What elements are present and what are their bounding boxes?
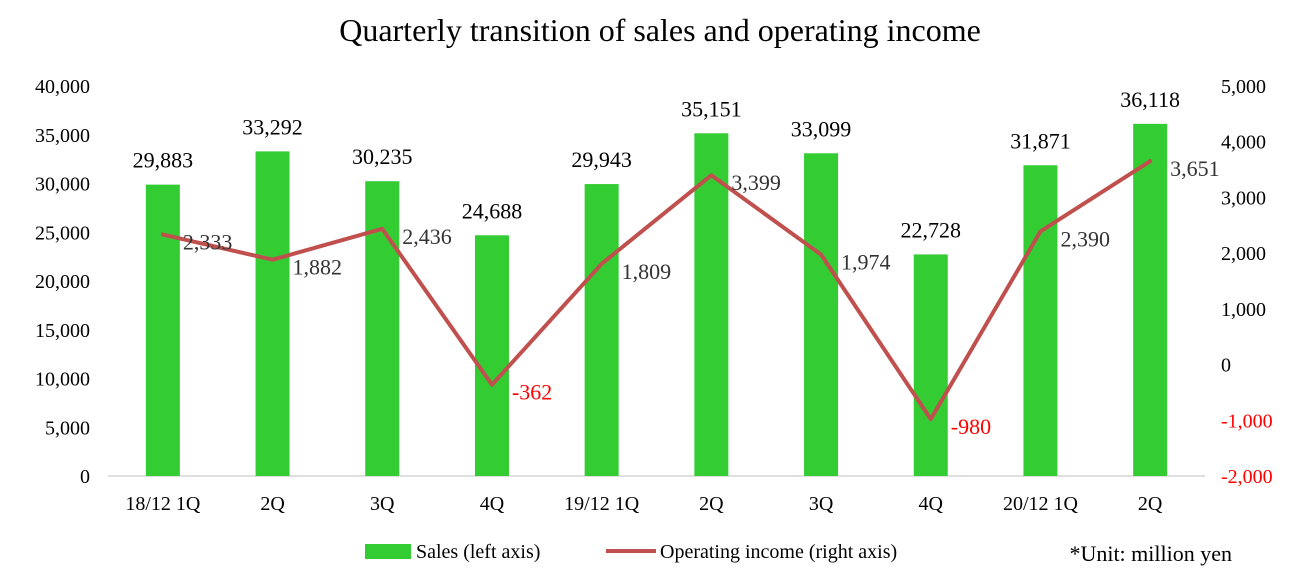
left-tick-label: 40,000 [35,76,90,98]
sales-data-label: 36,118 [1120,87,1180,112]
category-label: 18/12 1Q [125,493,201,515]
operating-income-data-label: 3,399 [731,170,781,195]
left-tick-label: 15,000 [35,320,90,342]
sales-data-label: 31,871 [1010,128,1071,153]
sales-bar [145,184,180,476]
right-tick-label: 4,000 [1221,132,1266,154]
legend: Sales (left axis) Operating income (righ… [365,541,897,563]
operating-income-data-label: 1,809 [622,259,672,284]
category-label: 2Q [260,493,285,515]
sales-bar [1023,165,1058,476]
sales-data-label: 35,151 [681,96,742,121]
operating-income-data-label: 2,390 [1060,226,1110,251]
bars [145,123,1168,477]
sales-data-label: 22,728 [901,217,962,242]
category-label: 2Q [1138,493,1163,515]
operating-income-data-label: 3,651 [1170,156,1220,181]
category-label: 4Q [480,493,505,515]
left-tick-label: 30,000 [35,174,90,196]
sales-bar [474,235,509,476]
data-labels: 29,883 33,292 30,235 24,688 29,943 35,151 33,0… [133,87,1220,439]
operating-income-data-label: -362 [512,380,552,405]
axes: 0 5,000 10,000 15,000 20,000 25,000 30,000 35,0… [35,76,1273,515]
category-label: 3Q [370,493,395,515]
right-tick-label: 5,000 [1221,76,1266,98]
right-tick-label: -2,000 [1221,466,1273,488]
operating-income-series-line [160,159,1153,422]
operating-income-data-label: 1,882 [293,255,343,280]
sales-data-label: 33,099 [791,116,852,141]
sales-bar [694,133,729,476]
right-tick-label: 1,000 [1221,299,1266,321]
unit-note: *Unit: million yen [1069,541,1232,566]
category-label: 4Q [919,493,944,515]
operating-income-line [160,159,1153,422]
category-label: 19/12 1Q [564,493,640,515]
right-tick-label: 0 [1221,355,1231,377]
operating-income-data-label: 2,436 [402,224,452,249]
sales-data-label: 29,883 [133,148,194,173]
right-tick-label: 2,000 [1221,243,1266,265]
left-tick-label: 35,000 [35,125,90,147]
operating-income-data-label: 2,333 [183,230,233,255]
category-label: 20/12 1Q [1003,493,1079,515]
left-tick-label: 5,000 [45,417,90,439]
left-tick-label: 10,000 [35,369,90,391]
sales-bar [255,151,290,476]
sales-bar [365,181,400,477]
sales-data-label: 24,688 [462,198,523,223]
sales-data-label: 33,292 [242,114,303,139]
sales-bar [584,184,619,476]
sales-bar [804,153,839,477]
operating-income-data-label: -980 [951,414,991,439]
category-label: 3Q [809,493,834,515]
left-tick-label: 25,000 [35,222,90,244]
left-tick-label: 20,000 [35,271,90,293]
legend-label-operating-income: Operating income (right axis) [660,541,897,563]
left-tick-label: 0 [80,466,90,488]
sales-data-label: 30,235 [352,144,413,169]
legend-label-sales: Sales (left axis) [416,541,540,563]
legend-swatch-sales [365,544,411,559]
sales-data-label: 29,943 [571,147,632,172]
operating-income-data-label: 1,974 [841,250,891,275]
chart-title: Quarterly transition of sales and operat… [339,12,981,48]
sales-bar [913,254,948,476]
sales-bar [1133,123,1168,477]
right-tick-label: 3,000 [1221,187,1266,209]
right-tick-label: -1,000 [1221,410,1273,432]
category-label: 2Q [699,493,724,515]
